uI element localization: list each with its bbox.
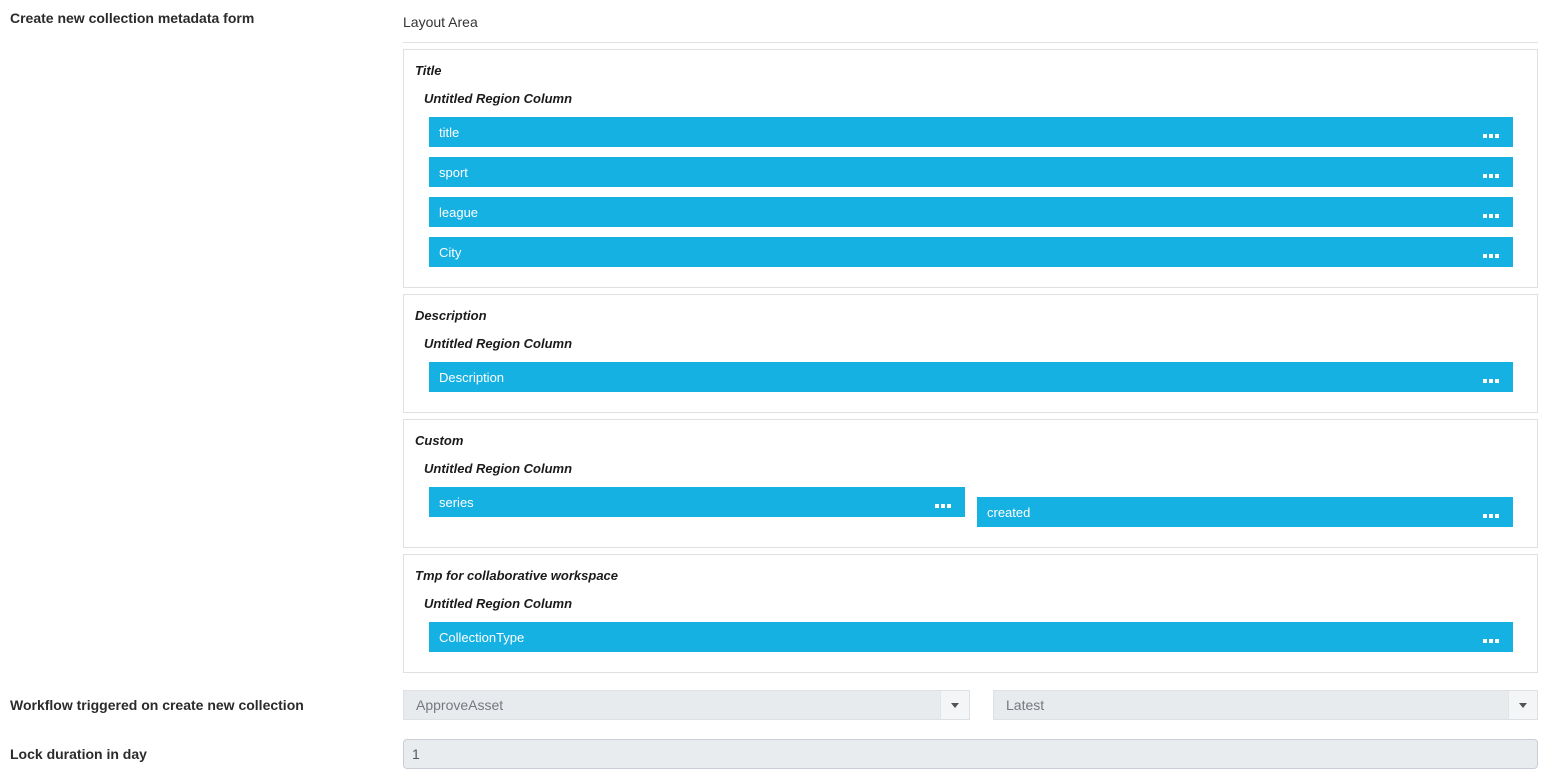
ellipsis-icon[interactable]: [935, 504, 951, 508]
left-label-column: Lock duration in day: [0, 746, 403, 762]
field-bar-label: league: [439, 204, 479, 220]
section-title: Custom: [415, 433, 464, 448]
layout-section-custom: Custom Untitled Region Column series cre…: [403, 419, 1538, 548]
ellipsis-icon[interactable]: [1483, 134, 1499, 138]
field-bar-series[interactable]: series: [429, 487, 965, 517]
field-bar-city[interactable]: City: [429, 237, 1513, 267]
dropdown-arrow-icon[interactable]: [940, 691, 969, 719]
ellipsis-icon[interactable]: [1483, 214, 1499, 218]
field-bar-row: series created: [429, 487, 1513, 527]
section-title: Description: [415, 308, 487, 323]
field-bar-label: series: [439, 494, 474, 510]
layout-area-divider: [403, 42, 1538, 43]
layout-section-tmp-workspace: Tmp for collaborative workspace Untitled…: [403, 554, 1538, 673]
field-bar-label: title: [439, 124, 460, 140]
field-bar-collectiontype[interactable]: CollectionType: [429, 622, 1513, 652]
triangle-down-icon: [1519, 702, 1527, 708]
lock-duration-control: [403, 739, 1538, 769]
field-bar-title[interactable]: title: [429, 117, 1513, 147]
region-column-label: Untitled Region Column: [424, 336, 573, 351]
left-label-column: Workflow triggered on create new collect…: [0, 697, 403, 713]
layout-section-title: Title Untitled Region Column title sport…: [403, 49, 1538, 288]
ellipsis-icon[interactable]: [1483, 639, 1499, 643]
region-column-label: Untitled Region Column: [424, 596, 573, 611]
layout-section-description: Description Untitled Region Column Descr…: [403, 294, 1538, 413]
workflow-version-dropdown[interactable]: Latest: [993, 690, 1538, 720]
field-bar-list: Description: [429, 362, 1513, 392]
field-bar-list: series created: [429, 487, 1513, 527]
field-bar-label: CollectionType: [439, 629, 525, 645]
field-bar-sport[interactable]: sport: [429, 157, 1513, 187]
workflow-dropdown-value: ApproveAsset: [416, 697, 504, 713]
workflow-row: Workflow triggered on create new collect…: [0, 690, 1547, 720]
field-bar-list: title sport league City: [429, 117, 1513, 267]
field-bar-label: created: [987, 504, 1031, 520]
ellipsis-icon[interactable]: [1483, 514, 1499, 518]
lock-duration-row: Lock duration in day: [0, 739, 1547, 769]
header-row: Create new collection metadata form Layo…: [0, 0, 1538, 673]
lock-duration-input[interactable]: [403, 739, 1538, 769]
field-bar-created[interactable]: created: [977, 497, 1513, 527]
lock-duration-label: Lock duration in day: [10, 746, 147, 762]
dropdown-arrow-icon[interactable]: [1508, 691, 1537, 719]
triangle-down-icon: [951, 702, 959, 708]
field-bar-label: City: [439, 244, 462, 260]
ellipsis-icon[interactable]: [1483, 254, 1499, 258]
workflow-dropdown[interactable]: ApproveAsset: [403, 690, 970, 720]
region-column-label: Untitled Region Column: [424, 91, 573, 106]
ellipsis-icon[interactable]: [1483, 174, 1499, 178]
ellipsis-icon[interactable]: [1483, 379, 1499, 383]
form-title-label: Create new collection metadata form: [10, 10, 255, 26]
field-bar-label: Description: [439, 369, 505, 385]
section-title: Tmp for collaborative workspace: [415, 568, 619, 583]
layout-area: Layout Area Title Untitled Region Column…: [403, 0, 1538, 673]
left-label-column: Create new collection metadata form: [0, 0, 403, 26]
field-bar-list: CollectionType: [429, 622, 1513, 652]
layout-area-label: Layout Area: [403, 14, 478, 30]
workflow-version-dropdown-value: Latest: [1006, 697, 1045, 713]
workflow-label: Workflow triggered on create new collect…: [10, 697, 304, 713]
section-title: Title: [415, 63, 442, 78]
field-bar-league[interactable]: league: [429, 197, 1513, 227]
field-bar-description[interactable]: Description: [429, 362, 1513, 392]
workflow-controls: ApproveAsset Latest: [403, 690, 1538, 720]
field-bar-label: sport: [439, 164, 468, 180]
region-column-label: Untitled Region Column: [424, 461, 573, 476]
